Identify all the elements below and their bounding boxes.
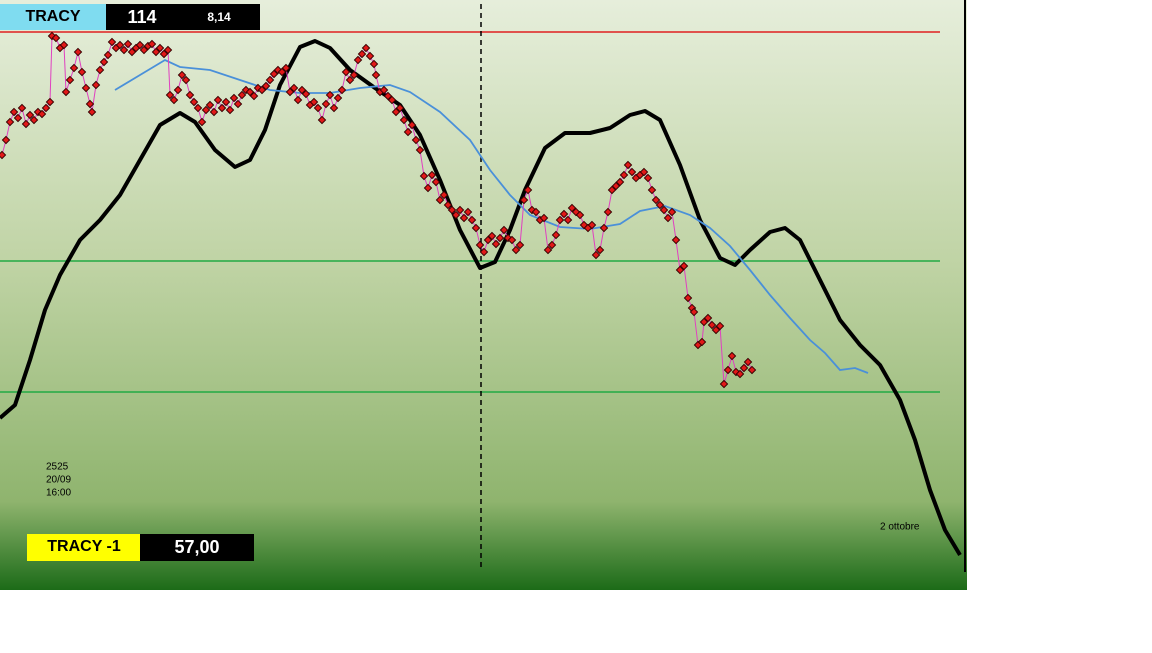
footer-name: TRACY -1	[47, 538, 121, 555]
price-series	[0, 31, 757, 389]
header-sub: 8,14	[207, 10, 231, 24]
chart-panel	[0, 0, 967, 590]
stamp-id: 2525	[46, 462, 69, 473]
footer-value: 57,00	[174, 537, 219, 557]
footer-name-box	[27, 534, 140, 561]
stamp-date: 20/09	[46, 475, 71, 486]
footer-value-box	[140, 534, 254, 561]
header-value: 114	[127, 7, 156, 27]
header-name-box	[0, 4, 106, 30]
date-label: 2 ottobre	[880, 522, 920, 533]
stamp-time: 16:00	[46, 488, 71, 499]
header-name: TRACY	[25, 8, 80, 25]
header-value-box	[106, 4, 260, 30]
